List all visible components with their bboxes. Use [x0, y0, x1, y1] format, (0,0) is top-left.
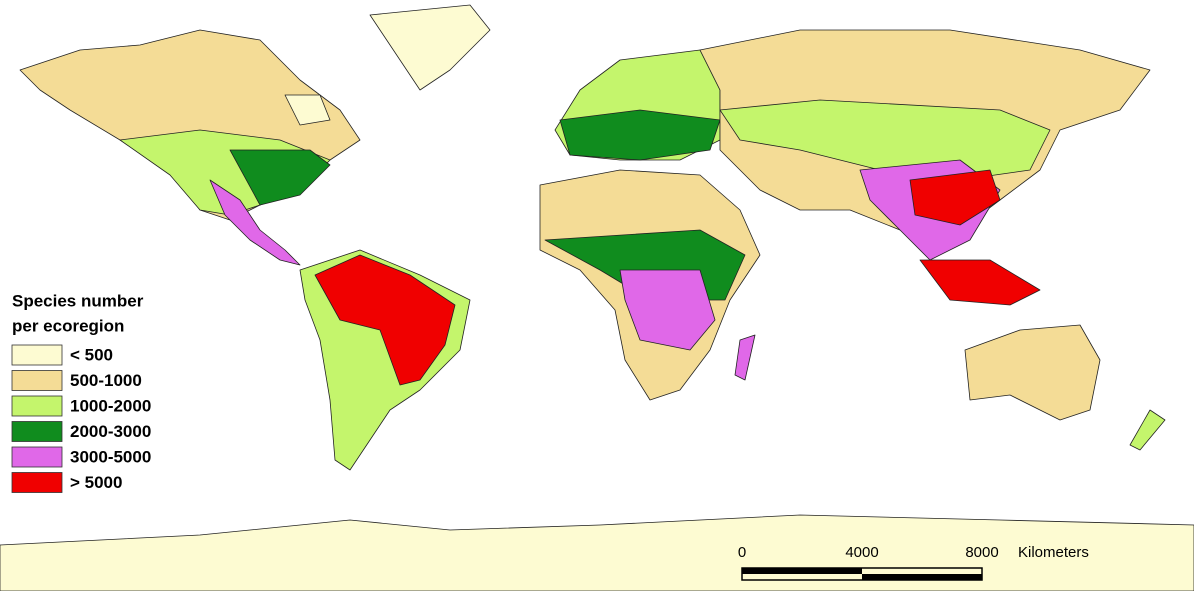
legend-label: > 5000: [70, 473, 122, 492]
legend-label: 1000-2000: [70, 396, 151, 415]
new-zealand: [1129, 409, 1166, 451]
north-america-east: [229, 149, 331, 206]
legend-title: Species number: [12, 291, 144, 310]
legend-label: < 500: [70, 345, 113, 364]
legend-label: 2000-3000: [70, 422, 151, 441]
scale-label: 0: [738, 544, 746, 561]
legend-swatch: [11, 472, 63, 493]
legend: Species number per ecoregion < 500 500-10…: [11, 291, 151, 493]
legend-title: per ecoregion: [12, 316, 124, 335]
amazon: [314, 254, 456, 386]
australia: [964, 324, 1101, 421]
scale-frame: [741, 567, 983, 581]
scale-unit: Kilometers: [1018, 544, 1089, 561]
legend-swatch: [11, 344, 63, 366]
south-china: [909, 169, 1001, 226]
scale-label: 8000: [965, 544, 998, 561]
hudson-region: [284, 94, 331, 126]
greenland: [369, 4, 491, 91]
scale-label: 4000: [845, 544, 878, 561]
indonesia: [919, 259, 1041, 306]
scale-segment: [862, 574, 982, 580]
scale-bar: 0 4000 8000 Kilometers: [738, 544, 1089, 581]
legend-swatch: [11, 446, 63, 468]
legend-label: 3000-5000: [70, 447, 151, 466]
legend-swatch: [11, 370, 63, 391]
antarctica: [0, 514, 1194, 591]
legend-swatch: [11, 395, 63, 417]
legend-swatch: [11, 421, 63, 442]
asia-central: [719, 99, 1051, 181]
legend-label: 500-1000: [70, 371, 142, 390]
madagascar: [734, 334, 756, 381]
central-america: [209, 179, 301, 266]
europe-south: [559, 109, 721, 161]
africa-central: [619, 269, 716, 351]
scale-segment: [742, 568, 862, 574]
land-masses: [0, 4, 1194, 591]
